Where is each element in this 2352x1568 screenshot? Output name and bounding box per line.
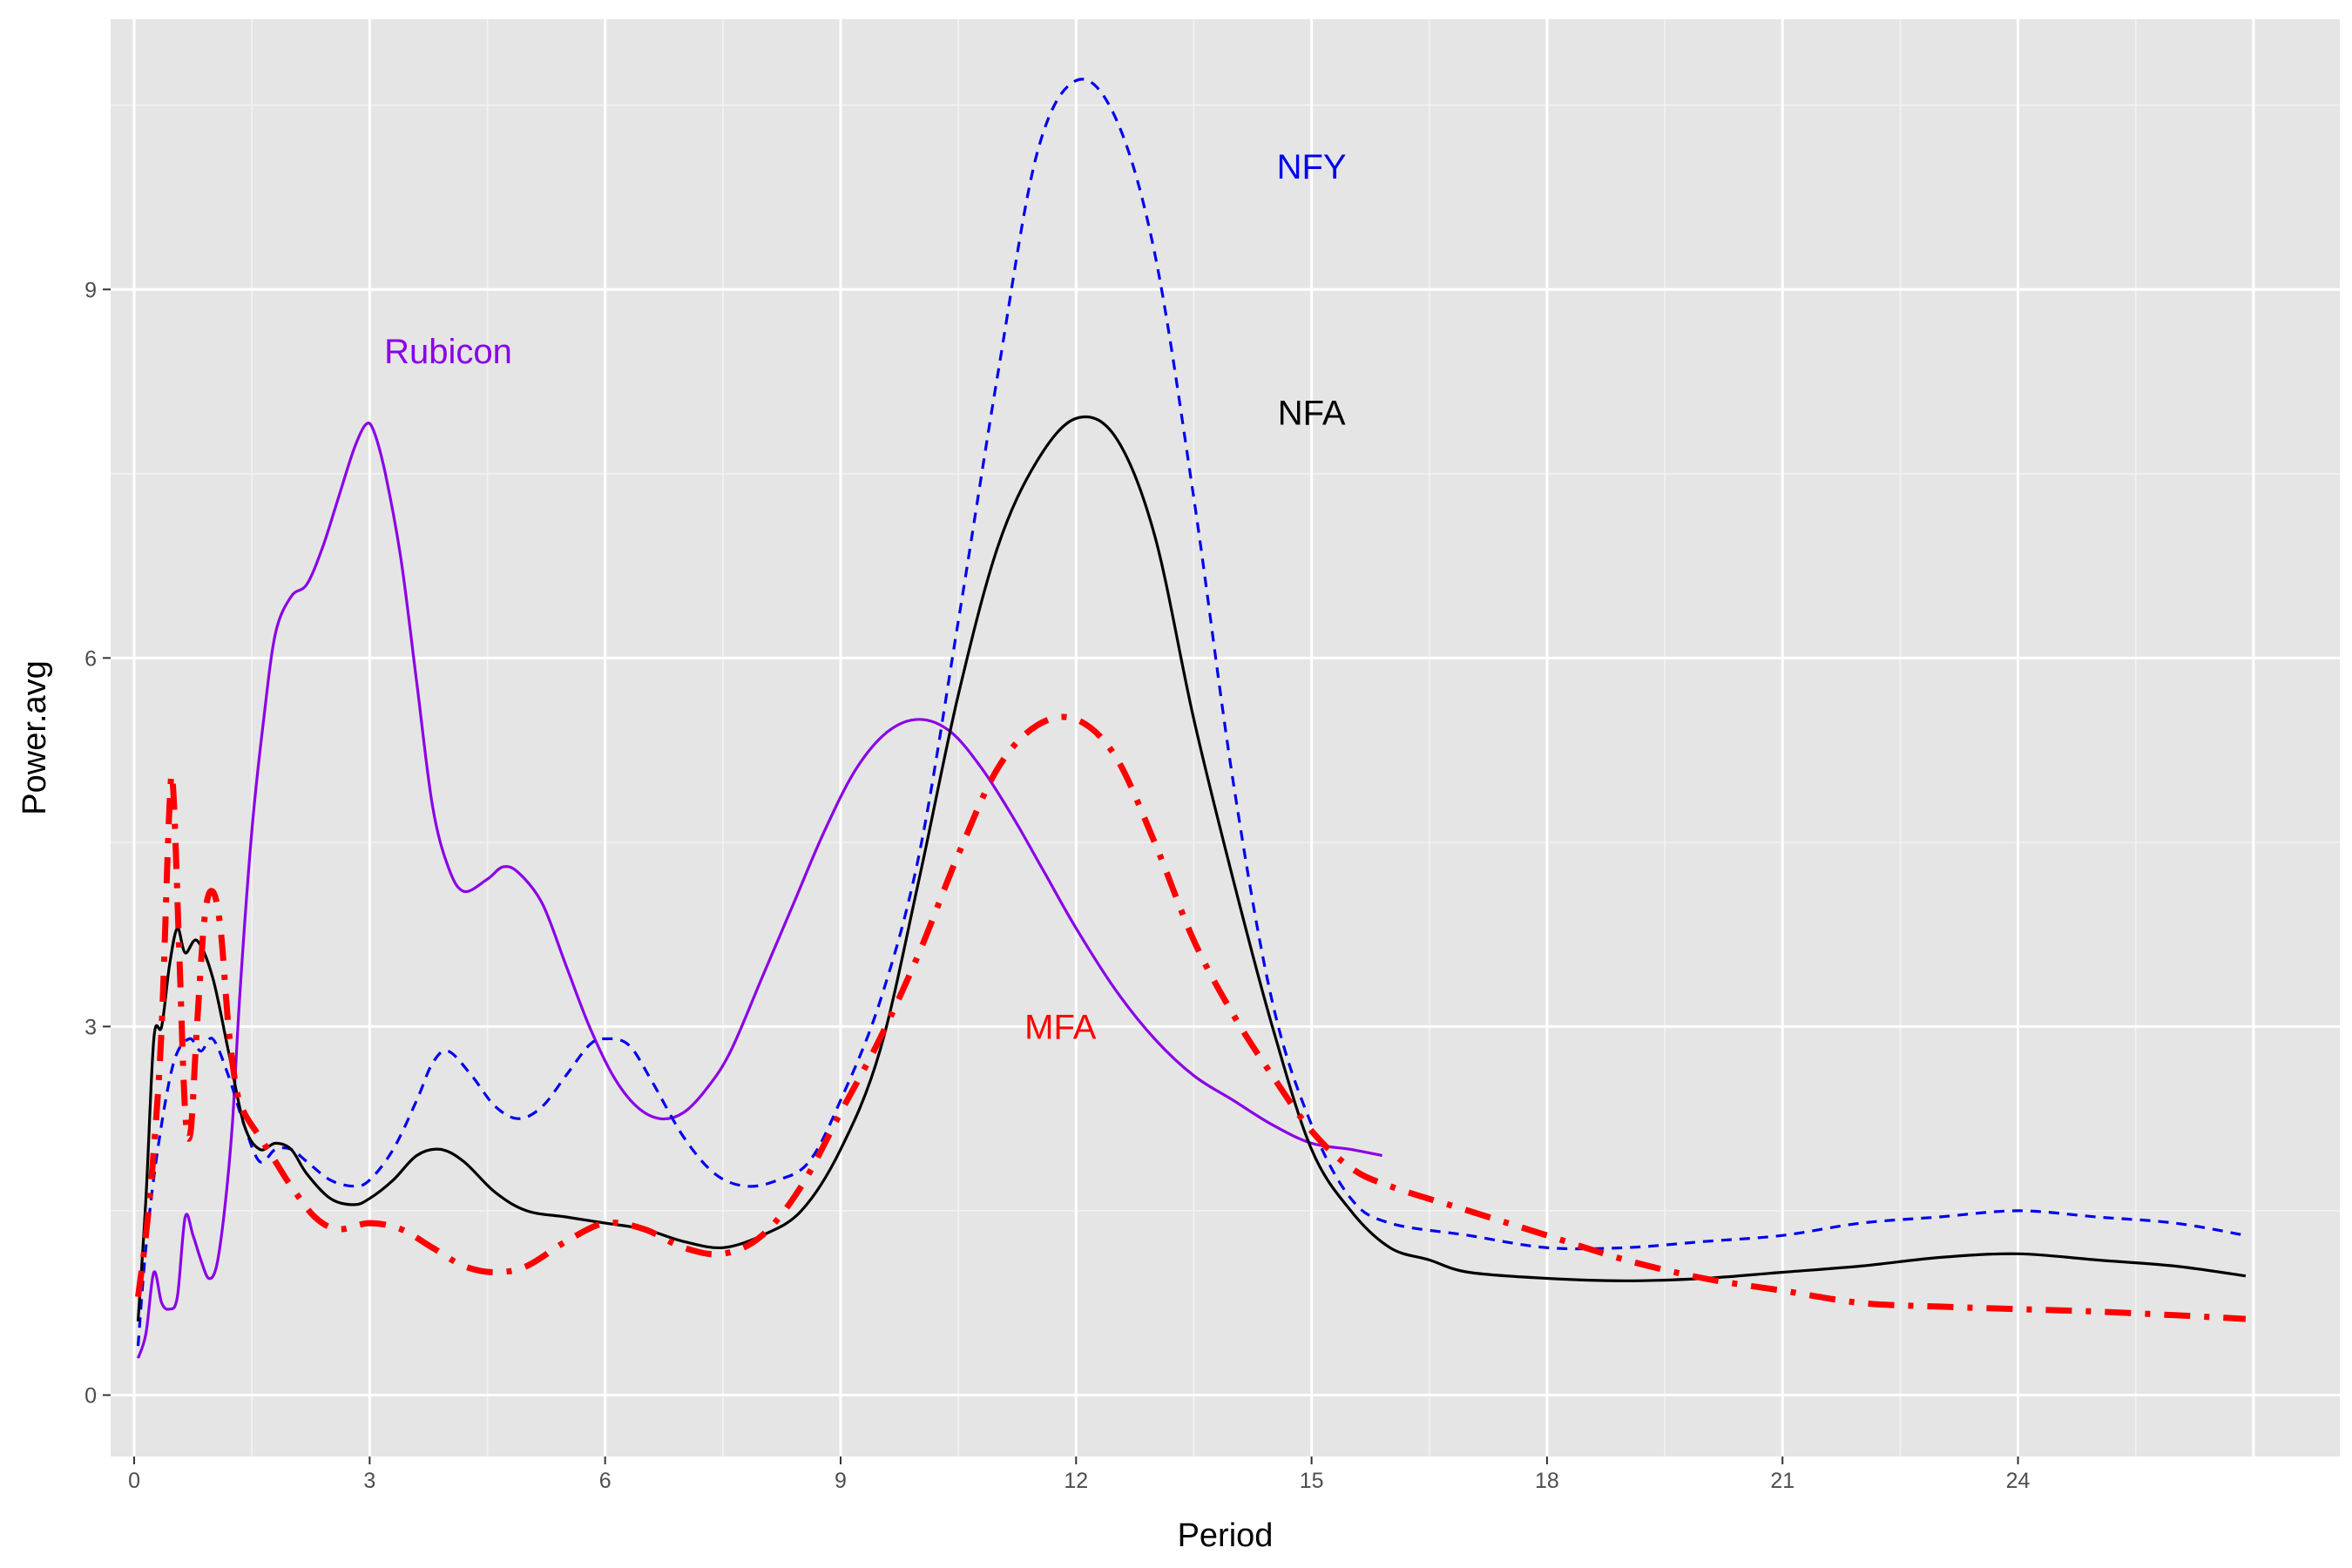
annotation-nfy: NFY xyxy=(1277,148,1347,186)
major-grid xyxy=(111,19,2340,1456)
x-tick-label: 21 xyxy=(1770,1469,1794,1493)
x-tick-label: 12 xyxy=(1064,1469,1088,1493)
annotation-mfa: MFA xyxy=(1024,1008,1097,1046)
axis-ticks: 0 3 6 9 12 15 18 21 24 0 3 6 9 xyxy=(84,278,2030,1493)
series-line-nfa xyxy=(136,415,2247,1322)
y-tick-label: 9 xyxy=(84,278,97,302)
y-tick-label: 6 xyxy=(84,646,97,671)
x-tick-label: 0 xyxy=(128,1469,140,1493)
minor-grid xyxy=(111,19,2340,1456)
y-tick-label: 3 xyxy=(84,1015,97,1039)
annotation-nfa: NFA xyxy=(1278,394,1346,432)
series-line-rubicon xyxy=(136,422,1383,1359)
series-layer xyxy=(135,78,2247,1359)
x-axis-title: Period xyxy=(1178,1517,1274,1554)
x-tick-label: 9 xyxy=(835,1469,847,1493)
plot-panel xyxy=(111,19,2340,1456)
x-tick-label: 18 xyxy=(1535,1469,1559,1493)
x-tick-label: 3 xyxy=(363,1469,375,1493)
annotation-rubicon: Rubicon xyxy=(384,333,512,371)
x-tick-label: 15 xyxy=(1300,1469,1324,1493)
x-tick-label: 6 xyxy=(599,1469,612,1493)
annotation-layer: NFY NFA Rubicon MFA xyxy=(384,148,1347,1046)
y-axis-title: Power.avg xyxy=(17,660,53,814)
x-tick-label: 24 xyxy=(2006,1469,2031,1493)
y-tick-label: 0 xyxy=(84,1383,97,1408)
